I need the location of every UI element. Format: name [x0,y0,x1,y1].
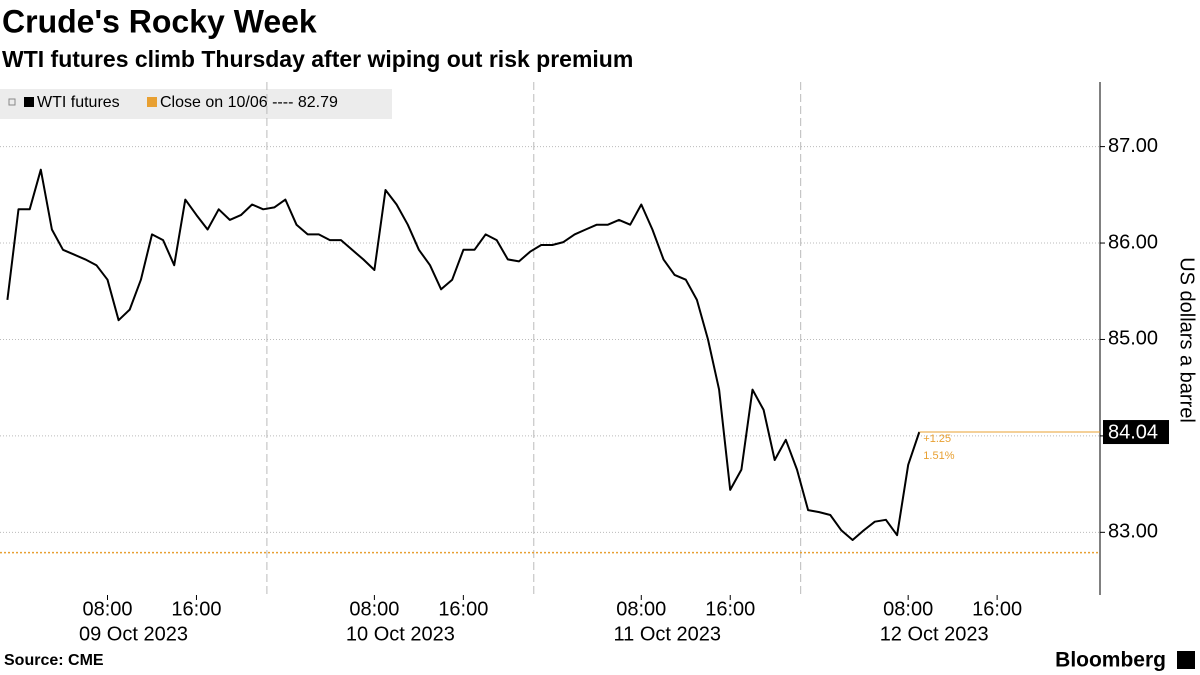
x-tick-label: 08:00 [883,598,933,620]
x-tick-label: 08:00 [82,598,132,620]
y-tick-label: 87.00 [1108,135,1158,157]
change-label: +1.25 [923,433,951,445]
legend-swatch [147,97,157,107]
change-label: 1.51% [923,450,954,462]
brand: Bloomberg [1055,649,1166,672]
x-tick-label: 16:00 [438,598,488,620]
brand-icon [1177,651,1195,669]
last-value-label: 84.04 [1108,421,1158,443]
chart-title: Crude's Rocky Week [2,3,317,39]
x-date-label: 11 Oct 2023 [614,623,721,645]
legend-box [0,89,392,119]
x-date-label: 09 Oct 2023 [79,623,188,645]
x-tick-label: 08:00 [616,598,666,620]
x-tick-label: 16:00 [171,598,221,620]
chart-subtitle: WTI futures climb Thursday after wiping … [2,46,633,72]
x-date-label: 10 Oct 2023 [346,623,455,645]
x-date-label: 12 Oct 2023 [880,623,989,645]
y-axis-label: US dollars a barrel [1176,257,1198,423]
x-tick-label: 16:00 [705,598,755,620]
source: Source: CME [4,652,104,669]
y-tick-label: 85.00 [1108,328,1158,350]
legend-label: Close on 10/06 ---- 82.79 [160,94,338,111]
x-tick-label: 16:00 [972,598,1022,620]
data-line [6,168,921,541]
x-tick-label: 08:00 [349,598,399,620]
last-value-box [1103,420,1169,445]
y-tick-label: 83.00 [1108,521,1158,543]
y-tick-label: 86.00 [1108,231,1158,253]
legend-icon [8,98,16,106]
legend-swatch [24,97,34,107]
legend-label: WTI futures [37,94,120,111]
